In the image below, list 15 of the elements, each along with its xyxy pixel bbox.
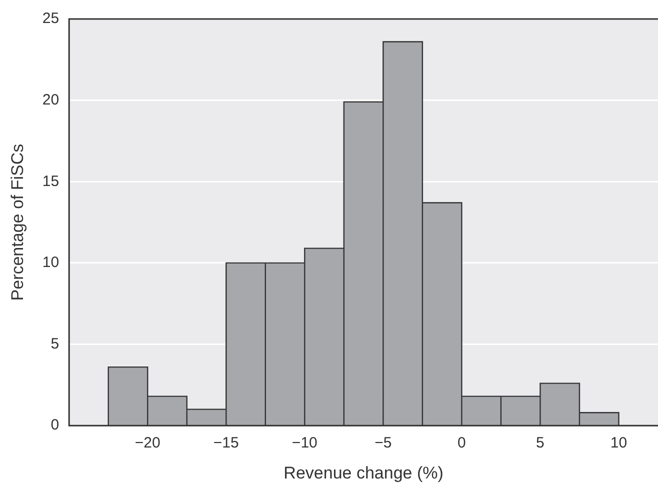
y-tick-label: 15 xyxy=(42,172,60,190)
y-tick-label: 20 xyxy=(42,91,60,108)
x-tick-label: 0 xyxy=(458,434,466,452)
y-tick-label: 10 xyxy=(42,254,60,272)
y-tick-label: 0 xyxy=(50,416,60,434)
x-tick-label: −5 xyxy=(374,434,392,452)
x-tick-label: −10 xyxy=(292,434,318,452)
y-axis-title: Percentage of FiSCs xyxy=(8,144,27,301)
x-axis-title: Revenue change (%) xyxy=(284,463,444,482)
x-tick-label: −15 xyxy=(213,434,239,452)
x-tick-label: 5 xyxy=(536,434,544,452)
x-tick-label: −20 xyxy=(134,434,160,452)
y-tick-label: 5 xyxy=(50,335,60,352)
y-tick-label: 25 xyxy=(42,10,60,28)
x-tick-label: 10 xyxy=(610,434,628,452)
